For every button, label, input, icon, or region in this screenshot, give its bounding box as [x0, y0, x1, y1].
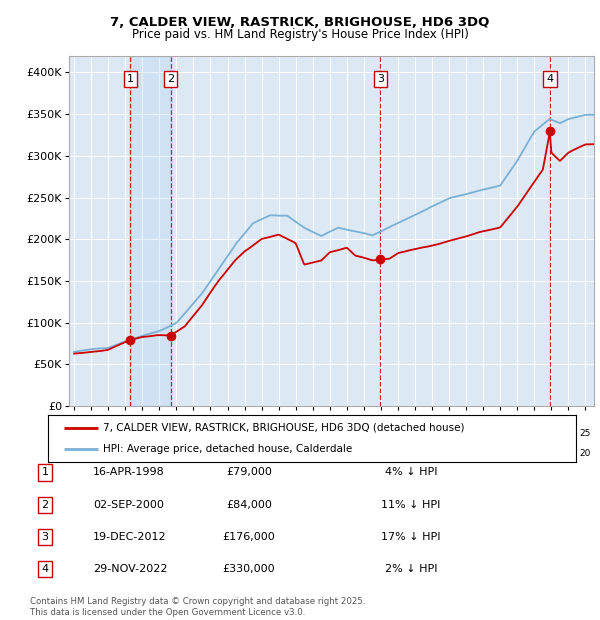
- Text: Contains HM Land Registry data © Crown copyright and database right 2025.
This d: Contains HM Land Registry data © Crown c…: [30, 598, 365, 617]
- Text: 02-SEP-2000: 02-SEP-2000: [93, 500, 164, 510]
- Text: 20: 20: [273, 450, 284, 458]
- Text: 20: 20: [545, 450, 557, 458]
- Text: 20: 20: [239, 450, 250, 458]
- Text: 15: 15: [409, 430, 421, 438]
- Text: 20: 20: [529, 450, 540, 458]
- Text: 03: 03: [205, 430, 216, 438]
- Text: 24: 24: [563, 430, 574, 438]
- Text: 21: 21: [512, 430, 523, 438]
- Text: 22: 22: [529, 430, 540, 438]
- Text: 98: 98: [119, 430, 131, 438]
- Text: 3: 3: [377, 74, 384, 84]
- Text: 10: 10: [324, 430, 335, 438]
- Text: 20: 20: [563, 450, 574, 458]
- Text: Price paid vs. HM Land Registry's House Price Index (HPI): Price paid vs. HM Land Registry's House …: [131, 28, 469, 41]
- Text: 12: 12: [358, 430, 370, 438]
- Text: £176,000: £176,000: [223, 532, 275, 542]
- Text: 95: 95: [68, 430, 80, 438]
- Text: 29-NOV-2022: 29-NOV-2022: [93, 564, 167, 574]
- Text: 2% ↓ HPI: 2% ↓ HPI: [385, 564, 437, 574]
- Text: 02: 02: [188, 430, 199, 438]
- Text: 19: 19: [103, 450, 114, 458]
- Text: 2: 2: [167, 74, 175, 84]
- Text: 99: 99: [137, 430, 148, 438]
- Bar: [130, 56, 171, 406]
- Text: 20: 20: [460, 450, 472, 458]
- Text: £84,000: £84,000: [226, 500, 272, 510]
- Text: 20: 20: [256, 450, 268, 458]
- Text: 20: 20: [205, 450, 216, 458]
- Text: 11% ↓ HPI: 11% ↓ HPI: [382, 500, 440, 510]
- Text: 00: 00: [154, 430, 165, 438]
- Text: 3: 3: [41, 532, 49, 542]
- Text: 17: 17: [443, 430, 455, 438]
- Text: 20: 20: [427, 450, 438, 458]
- Text: 4% ↓ HPI: 4% ↓ HPI: [385, 467, 437, 477]
- Text: 20: 20: [307, 450, 319, 458]
- Text: 19: 19: [478, 430, 489, 438]
- Text: 20: 20: [290, 450, 301, 458]
- Text: 23: 23: [545, 430, 557, 438]
- Text: £330,000: £330,000: [223, 564, 275, 574]
- Text: 96: 96: [85, 430, 97, 438]
- Text: 20: 20: [443, 450, 455, 458]
- Text: 16: 16: [427, 430, 438, 438]
- Text: 7, CALDER VIEW, RASTRICK, BRIGHOUSE, HD6 3DQ: 7, CALDER VIEW, RASTRICK, BRIGHOUSE, HD6…: [110, 16, 490, 29]
- Text: 01: 01: [170, 430, 182, 438]
- Text: 08: 08: [290, 430, 301, 438]
- Text: 7, CALDER VIEW, RASTRICK, BRIGHOUSE, HD6 3DQ (detached house): 7, CALDER VIEW, RASTRICK, BRIGHOUSE, HD6…: [103, 423, 465, 433]
- Text: 1: 1: [127, 74, 134, 84]
- Text: 19: 19: [68, 450, 80, 458]
- Text: 05: 05: [239, 430, 250, 438]
- Text: 09: 09: [307, 430, 319, 438]
- Text: 20: 20: [324, 450, 335, 458]
- Text: 06: 06: [256, 430, 268, 438]
- Text: 20: 20: [341, 450, 353, 458]
- Text: 04: 04: [222, 430, 233, 438]
- Text: 19: 19: [85, 450, 97, 458]
- Text: 20: 20: [222, 450, 233, 458]
- Text: 20: 20: [409, 450, 421, 458]
- Text: 20: 20: [478, 450, 489, 458]
- Text: 20: 20: [375, 450, 386, 458]
- Text: 19-DEC-2012: 19-DEC-2012: [93, 532, 167, 542]
- Text: 13: 13: [375, 430, 386, 438]
- Text: 19: 19: [137, 450, 148, 458]
- Text: 20: 20: [358, 450, 370, 458]
- Text: £79,000: £79,000: [226, 467, 272, 477]
- Text: 20: 20: [512, 450, 523, 458]
- Text: 4: 4: [546, 74, 553, 84]
- Text: 11: 11: [341, 430, 353, 438]
- Text: 20: 20: [392, 450, 404, 458]
- Text: 19: 19: [119, 450, 131, 458]
- Text: 4: 4: [41, 564, 49, 574]
- Text: 20: 20: [188, 450, 199, 458]
- Text: 2: 2: [41, 500, 49, 510]
- Text: 20: 20: [170, 450, 182, 458]
- Text: 25: 25: [580, 430, 591, 438]
- Text: 18: 18: [460, 430, 472, 438]
- Text: 14: 14: [392, 430, 404, 438]
- Text: 17% ↓ HPI: 17% ↓ HPI: [381, 532, 441, 542]
- Text: 97: 97: [103, 430, 114, 438]
- Text: 20: 20: [494, 430, 506, 438]
- Text: 1: 1: [41, 467, 49, 477]
- Text: 07: 07: [273, 430, 284, 438]
- Text: 20: 20: [494, 450, 506, 458]
- Text: 20: 20: [580, 450, 591, 458]
- Text: 16-APR-1998: 16-APR-1998: [93, 467, 165, 477]
- Text: 20: 20: [154, 450, 165, 458]
- Text: HPI: Average price, detached house, Calderdale: HPI: Average price, detached house, Cald…: [103, 445, 353, 454]
